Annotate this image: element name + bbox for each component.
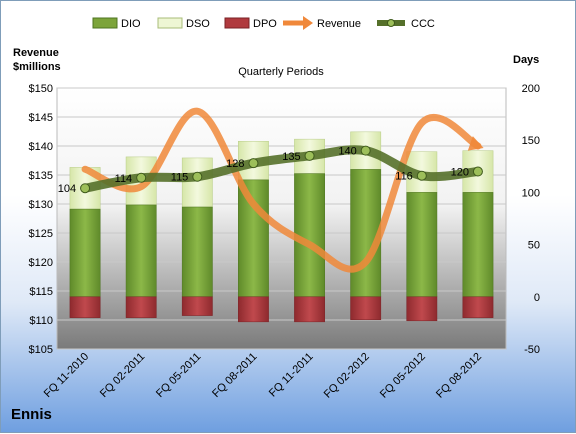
- ccc-data-label: 115: [171, 172, 189, 184]
- dpo-bar: [350, 296, 382, 321]
- dpo-bar: [69, 296, 101, 318]
- dpo-bar: [125, 296, 157, 318]
- ccc-data-label: 116: [395, 171, 413, 183]
- y-right-tick-label: 150: [522, 135, 540, 147]
- ccc-point: [248, 158, 259, 169]
- y-left-tick-label: $140: [29, 141, 53, 153]
- dso-bar: [181, 157, 213, 208]
- y-right-tick-label: 100: [522, 187, 540, 199]
- chart-title: Quarterly Periods: [238, 66, 324, 78]
- y-left-tick-label: $150: [29, 83, 53, 95]
- ccc-point: [472, 166, 483, 177]
- y-left-axis: $105 $110 $115 $120 $125 $130 $135 $140 $145 $150: [29, 83, 53, 356]
- x-tick-label: FQ 05-2011: [154, 351, 203, 400]
- dio-bar: [294, 173, 325, 298]
- ccc-data-label: 120: [451, 167, 469, 179]
- plot-area: [56, 87, 507, 350]
- ccc-point: [80, 183, 91, 194]
- y-left-tick-label: $130: [29, 199, 53, 211]
- company-name: Ennis: [11, 406, 52, 423]
- y-left-label-line1: Revenue: [13, 47, 59, 59]
- legend-label-dpo: DPO: [253, 18, 277, 30]
- y-left-tick-label: $110: [29, 315, 53, 327]
- revenue-line: [81, 107, 482, 273]
- legend-swatch-revenue-arrow: [303, 16, 313, 30]
- y-right-tick-label: 0: [534, 292, 540, 304]
- y-left-tick-label: $105: [29, 344, 53, 356]
- dio-bar: [406, 192, 438, 298]
- ccc-data-label: 114: [115, 173, 133, 185]
- x-tick-label: FQ 02-2011: [98, 351, 147, 400]
- x-tick-label: FQ 08-2012: [434, 351, 484, 401]
- ccc-point: [192, 171, 203, 182]
- legend: DIO DSO DPO Revenue CCC: [92, 16, 435, 30]
- dio-bar: [238, 179, 269, 298]
- ccc-point: [416, 170, 427, 181]
- dpo-bar: [406, 296, 438, 322]
- y-right-label: Days: [513, 54, 539, 66]
- legend-label-dio: DIO: [121, 18, 141, 30]
- dio-bar: [125, 204, 157, 298]
- legend-label-dso: DSO: [186, 18, 210, 30]
- x-tick-label: FQ 08-2011: [210, 351, 259, 400]
- ccc-line: [80, 145, 483, 193]
- legend-swatch-ccc-point: [387, 19, 395, 27]
- y-left-tick-label: $125: [29, 228, 53, 240]
- ccc-data-label: 104: [58, 183, 76, 195]
- ccc-data-label: 128: [226, 158, 244, 170]
- x-tick-label: FQ 02-2012: [322, 351, 372, 401]
- ccc-point: [304, 150, 315, 161]
- y-left-tick-label: $135: [29, 170, 53, 182]
- x-tick-label: FQ 11-2010: [42, 351, 91, 400]
- y-right-tick-label: 50: [528, 240, 540, 252]
- ccc-data-label: 140: [338, 146, 356, 158]
- y-left-label-line2: $millions: [13, 61, 61, 73]
- dpo-bar: [294, 296, 325, 323]
- legend-swatch-dpo: [224, 17, 250, 29]
- legend-label-revenue: Revenue: [317, 18, 361, 30]
- x-axis: FQ 11-2010 FQ 02-2011 FQ 05-2011 FQ 08-2011…: [42, 351, 484, 401]
- y-left-tick-label: $145: [29, 112, 53, 124]
- ccc-data-label: 135: [282, 151, 300, 163]
- dio-bar: [350, 169, 382, 298]
- x-tick-label: FQ 05-2012: [378, 351, 428, 401]
- dpo-bar: [462, 296, 494, 318]
- revenue-line-group: [81, 107, 484, 273]
- x-tick-label: FQ 11-2011: [267, 351, 316, 400]
- ccc-point: [136, 172, 147, 183]
- dio-bar: [69, 208, 101, 298]
- y-right-tick-label: -50: [524, 344, 540, 356]
- dio-bar: [462, 192, 494, 298]
- y-right-axis: -50 0 50 100 150 200: [522, 83, 540, 356]
- dpo-bar: [238, 296, 269, 323]
- dpo-bar: [181, 296, 213, 316]
- legend-swatch-dio: [92, 17, 118, 29]
- dio-bar: [181, 206, 213, 298]
- y-right-tick-label: 200: [522, 83, 540, 95]
- ccc-line-group: 104 114 115 128 135 140 116 120: [58, 145, 483, 195]
- y-left-tick-label: $120: [29, 257, 53, 269]
- revenue-arrow-head: [467, 136, 484, 151]
- legend-label-ccc: CCC: [411, 18, 435, 30]
- legend-swatch-dso: [157, 17, 183, 29]
- ccc-point: [360, 145, 371, 156]
- y-left-tick-label: $115: [29, 286, 53, 298]
